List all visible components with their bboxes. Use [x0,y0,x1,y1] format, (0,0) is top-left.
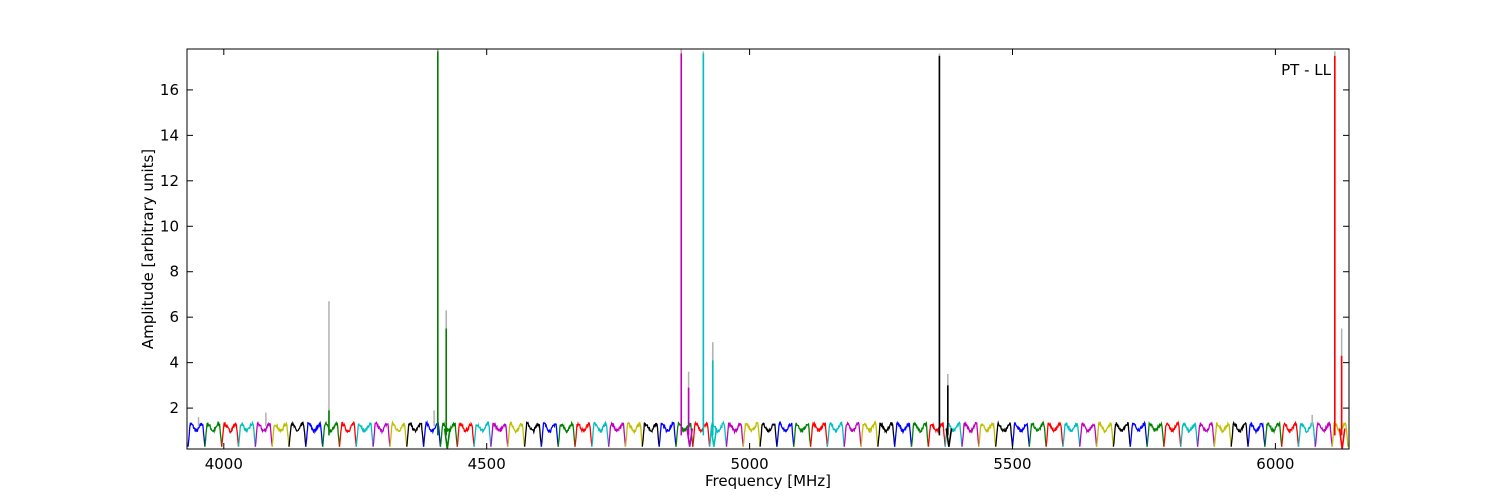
axes: 4000 4500 5000 5500 6000 2 4 6 8 10 12 14 16 [160,49,1349,473]
plot-frame [186,48,1350,450]
y-axis-label: Amplitude [arbitrary units] [139,149,157,349]
baseline-segment [1028,420,1047,447]
baseline-segment [288,420,307,447]
baseline-segment [1146,421,1165,447]
baseline-segment [1264,420,1283,447]
baseline-segment [389,420,408,447]
baseline-segment [658,421,677,447]
x-tick-label: 5500 [993,455,1031,473]
y-tick-label: 14 [160,126,179,144]
y-tick-label: 10 [160,217,179,235]
baseline-segment [271,421,290,447]
baseline-segment [1062,421,1081,447]
y-tick-label: 16 [160,81,179,99]
baseline-segment [1247,421,1266,447]
baseline-segment [1314,421,1333,447]
baseline-segment [1196,421,1216,447]
series-dip [686,428,694,447]
series-dip [1338,428,1346,449]
x-axis-label: Frequency [MHz] [705,472,831,490]
y-tick-label: 12 [160,172,179,190]
baseline-segment [1281,420,1300,447]
x-tick-label: 4000 [205,455,243,473]
baseline-segment [221,421,240,447]
baseline-segment [322,420,341,447]
baseline-segment [1163,420,1182,447]
baseline-segment [406,421,425,447]
baseline-segment [759,422,778,447]
series-dip [443,428,451,449]
x-tick-label: 6000 [1256,455,1294,473]
baseline-segment [355,422,374,447]
baseline-segment [1011,422,1030,447]
y-tick-label: 4 [169,354,179,372]
baseline-segment [809,421,829,447]
baseline-segment [1230,420,1249,447]
baseline-segment [725,421,744,447]
baseline-segment [826,420,845,447]
series-dip [945,428,953,447]
baseline-segment [692,420,711,447]
baseline-segment [591,420,610,447]
y-tick-label: 2 [169,399,179,417]
baseline-segment [910,421,930,447]
y-tick-label: 6 [169,308,179,326]
baseline-segment [523,420,543,447]
x-tick-label: 5000 [731,455,769,473]
baseline-segment [490,422,509,447]
baseline-segment [641,422,660,447]
baseline-segment [877,421,896,447]
baseline-segment [1180,421,1199,447]
baseline-segment [305,420,324,447]
baseline-segment [1213,421,1232,447]
baseline-segment [675,421,694,447]
series-group [187,49,1349,449]
baseline-segment [860,420,879,447]
baseline-segment [338,420,357,447]
baseline-segment [793,422,812,447]
baseline-segment [439,421,458,447]
baseline-segment [473,420,492,447]
baseline-segment [557,420,576,447]
baseline-segment [961,420,980,447]
baseline-segment [540,421,559,447]
baseline-segment [1129,420,1148,447]
baseline-segment [237,420,257,447]
baseline-segment [776,420,795,447]
baseline-segment [187,422,206,447]
baseline-segment [995,420,1014,447]
plot-content [187,49,1349,449]
baseline-segment [927,422,946,447]
baseline-segment [894,420,913,447]
baseline-segment [624,421,643,447]
baseline-segment [1045,421,1064,447]
baseline-segment [456,421,475,447]
baseline-segment [204,420,223,447]
y-tick-label: 8 [169,263,179,281]
baseline-segment [608,421,627,447]
baseline-segment [1079,422,1098,447]
series-dip [710,428,718,447]
baseline-segment [742,421,761,447]
baseline-segment [254,421,273,447]
baseline-segment [1095,420,1115,447]
plot-annotation: PT - LL [1281,61,1332,79]
baseline-segment [978,422,997,447]
baseline-segment [574,421,593,447]
baseline-segment [372,421,391,447]
baseline-segment [843,421,862,447]
baseline-segment [1112,421,1131,447]
x-tick-label: 4500 [468,455,506,473]
baseline-segment [507,420,526,447]
